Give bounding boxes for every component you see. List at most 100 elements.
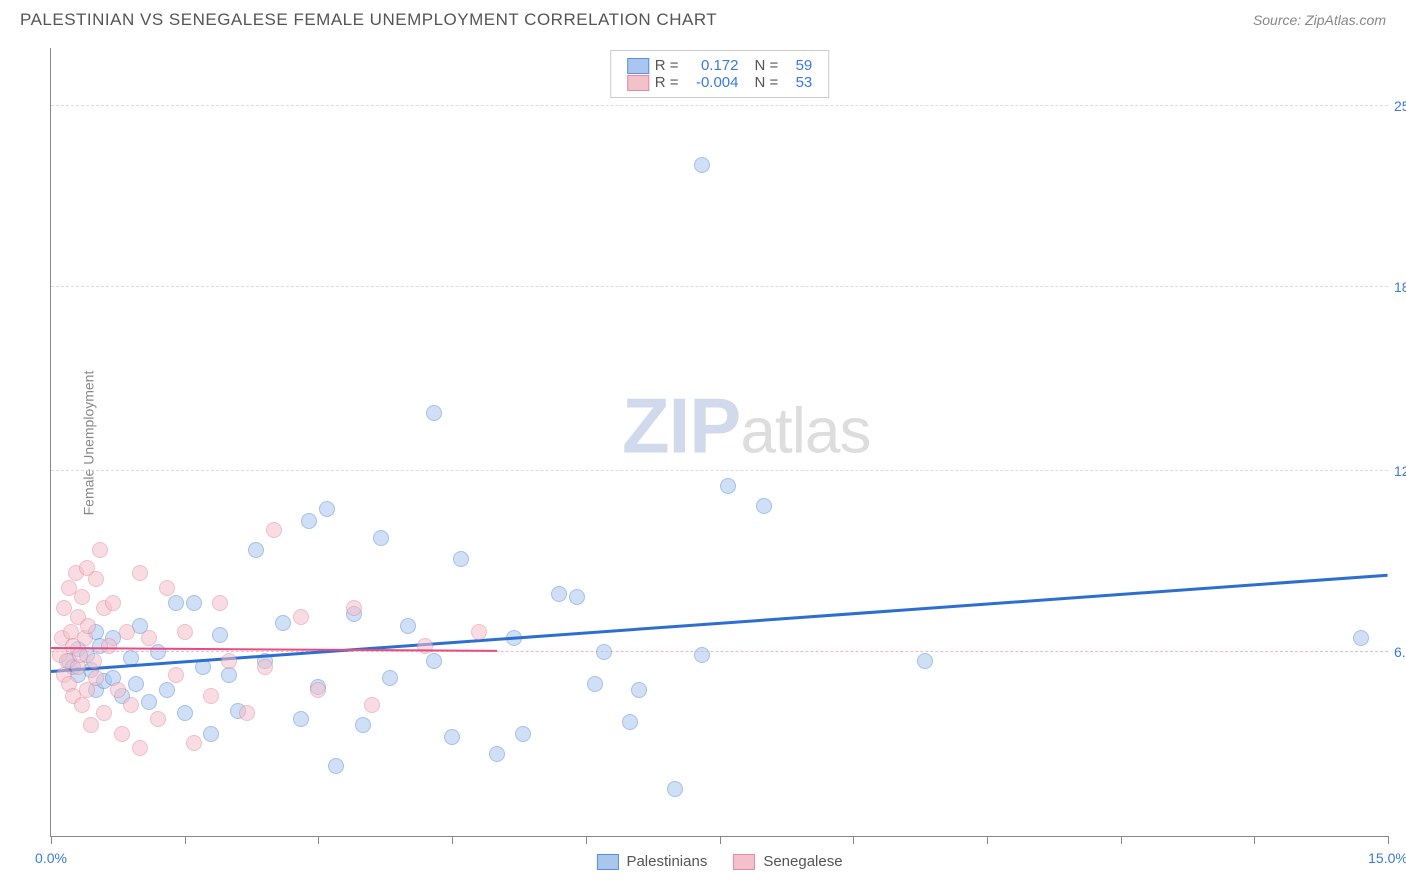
scatter-point (212, 627, 228, 643)
x-tick (1121, 836, 1122, 844)
chart-area: Female Unemployment ZIPatlas R =0.172N =… (50, 48, 1388, 837)
scatter-point (596, 644, 612, 660)
scatter-point (177, 705, 193, 721)
scatter-point (720, 478, 736, 494)
scatter-point (426, 405, 442, 421)
r-value: 0.172 (685, 57, 739, 74)
scatter-point (667, 781, 683, 797)
scatter-point (128, 676, 144, 692)
n-value: 53 (784, 74, 812, 91)
y-tick-label: 25.0% (1394, 98, 1406, 114)
n-label: N = (755, 74, 779, 91)
scatter-point (159, 682, 175, 698)
x-tick-label: 15.0% (1368, 850, 1406, 866)
x-tick (51, 836, 52, 844)
scatter-point (622, 714, 638, 730)
chart-title: PALESTINIAN VS SENEGALESE FEMALE UNEMPLO… (20, 10, 717, 30)
scatter-point (355, 717, 371, 733)
scatter-point (141, 694, 157, 710)
x-tick (1254, 836, 1255, 844)
n-label: N = (755, 57, 779, 74)
scatter-point (88, 670, 104, 686)
scatter-point (489, 746, 505, 762)
chart-header: PALESTINIAN VS SENEGALESE FEMALE UNEMPLO… (0, 0, 1406, 38)
scatter-point (159, 580, 175, 596)
scatter-point (756, 498, 772, 514)
y-tick-label: 18.8% (1394, 279, 1406, 295)
scatter-point (74, 589, 90, 605)
x-tick (720, 836, 721, 844)
scatter-point (319, 501, 335, 517)
legend-swatch (596, 854, 618, 870)
scatter-point (275, 615, 291, 631)
scatter-point (364, 697, 380, 713)
r-label: R = (655, 74, 679, 91)
scatter-point (444, 729, 460, 745)
scatter-point (168, 667, 184, 683)
y-gridline (51, 105, 1388, 106)
scatter-point (221, 667, 237, 683)
scatter-point (86, 653, 102, 669)
scatter-point (186, 735, 202, 751)
legend-swatch (733, 854, 755, 870)
scatter-point (257, 659, 273, 675)
scatter-point (92, 542, 108, 558)
x-tick (318, 836, 319, 844)
y-gridline (51, 470, 1388, 471)
scatter-point (631, 682, 647, 698)
y-gridline (51, 651, 1388, 652)
scatter-point (123, 697, 139, 713)
scatter-point (382, 670, 398, 686)
scatter-point (186, 595, 202, 611)
scatter-point (114, 726, 130, 742)
scatter-point (694, 647, 710, 663)
scatter-point (141, 630, 157, 646)
stats-legend-row: R =0.172N =59 (627, 57, 813, 74)
series-legend-item: Palestinians (596, 853, 707, 870)
scatter-point (83, 717, 99, 733)
scatter-point (587, 676, 603, 692)
scatter-point (1353, 630, 1369, 646)
scatter-point (917, 653, 933, 669)
scatter-point (239, 705, 255, 721)
plot-region: ZIPatlas R =0.172N =59R =-0.004N =53 Pal… (50, 48, 1388, 837)
y-tick-label: 6.3% (1394, 644, 1406, 660)
x-tick-label: 0.0% (35, 850, 67, 866)
r-label: R = (655, 57, 679, 74)
scatter-point (515, 726, 531, 742)
scatter-point (569, 589, 585, 605)
scatter-point (96, 705, 112, 721)
scatter-point (150, 644, 166, 660)
scatter-point (80, 618, 96, 634)
scatter-point (293, 609, 309, 625)
x-tick (987, 836, 988, 844)
scatter-point (168, 595, 184, 611)
scatter-point (221, 653, 237, 669)
stats-legend-row: R = -0.004 N = 53 (627, 74, 813, 91)
watermark-atlas: atlas (740, 395, 870, 467)
scatter-point (426, 653, 442, 669)
scatter-point (88, 571, 104, 587)
scatter-point (110, 682, 126, 698)
scatter-point (346, 600, 362, 616)
scatter-point (203, 688, 219, 704)
scatter-point (400, 618, 416, 634)
scatter-point (293, 711, 309, 727)
watermark: ZIPatlas (622, 381, 871, 472)
trend-line (51, 574, 1388, 673)
scatter-point (310, 682, 326, 698)
scatter-point (301, 513, 317, 529)
stats-legend: R =0.172N =59R =-0.004N =53 (610, 50, 830, 98)
scatter-point (417, 638, 433, 654)
x-tick (1388, 836, 1389, 844)
r-value: -0.004 (685, 74, 739, 91)
series-legend-item: Senegalese (733, 853, 842, 870)
scatter-point (203, 726, 219, 742)
watermark-zip: ZIP (622, 382, 740, 470)
scatter-point (212, 595, 228, 611)
x-tick (452, 836, 453, 844)
chart-source: Source: ZipAtlas.com (1253, 12, 1386, 28)
scatter-point (74, 697, 90, 713)
scatter-point (266, 522, 282, 538)
scatter-point (453, 551, 469, 567)
